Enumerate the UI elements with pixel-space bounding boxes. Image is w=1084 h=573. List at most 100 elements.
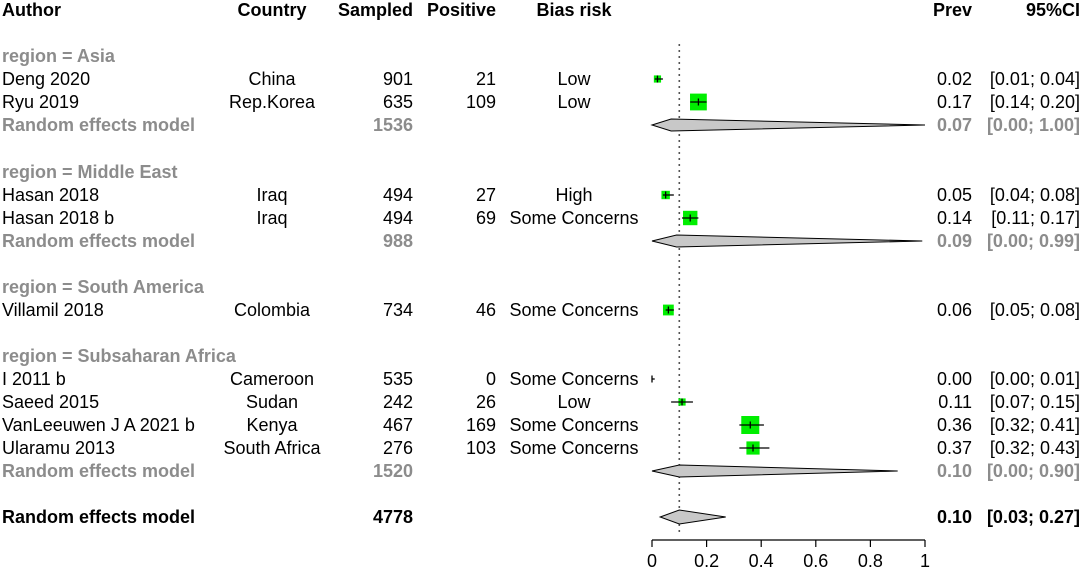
study-country: Iraq: [256, 185, 288, 205]
study-prev: 0.00: [936, 369, 972, 389]
study-positive: 103: [465, 438, 496, 458]
x-tick-label: 0: [647, 551, 657, 571]
study-author: Deng 2020: [2, 69, 91, 89]
study-country: Sudan: [245, 392, 299, 412]
study-bias: Some Concerns: [509, 369, 639, 389]
study-sampled: 734: [382, 300, 413, 320]
group-label-south-america: region = South America: [2, 277, 204, 297]
study-country: Cameroon: [229, 369, 315, 389]
x-tick-label: 0.8: [858, 551, 883, 571]
random-sampled: 1536: [372, 115, 413, 135]
study-bias: Some Concerns: [509, 415, 639, 435]
header-positive: Positive: [426, 0, 496, 20]
study-positive: 169: [465, 415, 496, 435]
random-label: Random effects model: [2, 115, 196, 135]
study-ci: [0.05; 0.08]: [989, 300, 1080, 320]
study-author: Hasan 2018: [2, 185, 100, 205]
study-positive: 69: [475, 208, 496, 228]
study-bias: Some Concerns: [509, 300, 639, 320]
study-bias: High: [555, 185, 593, 205]
study-author: Hasan 2018 b: [2, 208, 115, 228]
study-sampled: 635: [382, 92, 413, 112]
random-ci: [0.00; 1.00]: [986, 115, 1080, 135]
study-bias: Some Concerns: [509, 208, 639, 228]
study-author: Ryu 2019: [2, 92, 80, 112]
study-sampled: 901: [382, 69, 413, 89]
subgroup-diamond: [651, 464, 898, 478]
random-sampled: 988: [382, 231, 413, 251]
study-author: I 2011 b: [2, 369, 66, 389]
study-positive: 21: [475, 69, 496, 89]
study-author: VanLeeuwen J A 2021 b: [2, 415, 195, 435]
study-prev: 0.05: [936, 185, 972, 205]
random-label: Random effects model: [2, 461, 196, 481]
study-prev: 0.06: [936, 300, 972, 320]
random-label: Random effects model: [2, 231, 196, 251]
study-ci: [0.32; 0.43]: [989, 438, 1080, 458]
study-bias: Some Concerns: [509, 438, 639, 458]
x-tick-label: 1: [920, 551, 930, 571]
study-positive: 0: [485, 369, 496, 389]
study-ci: [0.00; 0.01]: [989, 369, 1080, 389]
study-ci: [0.07; 0.15]: [989, 392, 1080, 412]
study-prev: 0.37: [936, 438, 972, 458]
study-positive: 27: [475, 185, 496, 205]
header-sampled: Sampled: [337, 0, 413, 20]
random-ci: [0.00; 0.90]: [986, 461, 1080, 481]
group-label-asia: region = Asia: [2, 46, 115, 66]
study-positive: 26: [475, 392, 496, 412]
subgroup-diamond: [651, 234, 923, 248]
study-sampled: 494: [382, 185, 413, 205]
study-ci: [0.11; 0.17]: [991, 208, 1080, 228]
study-prev: 0.11: [938, 392, 972, 412]
study-author: Ularamu 2013: [2, 438, 116, 458]
study-bias: Low: [557, 392, 591, 412]
study-ci: [0.04; 0.08]: [989, 185, 1080, 205]
study-ci: [0.01; 0.04]: [989, 69, 1080, 89]
random-prev: 0.10: [936, 461, 972, 481]
study-author: Saeed 2015: [2, 392, 100, 412]
study-sampled: 535: [382, 369, 413, 389]
header-bias: Bias risk: [536, 0, 612, 20]
random-ci: [0.00; 0.99]: [986, 231, 1080, 251]
study-country: Rep.Korea: [228, 92, 316, 112]
study-country: South Africa: [223, 438, 321, 458]
study-country: China: [248, 69, 296, 89]
x-tick-label: 0.4: [749, 551, 774, 571]
random-prev: 0.07: [936, 115, 972, 135]
overall-prev: 0.10: [936, 507, 972, 527]
study-country: Colombia: [233, 300, 311, 320]
study-prev: 0.36: [936, 415, 972, 435]
overall-label: Random effects model: [2, 507, 196, 527]
study-bias: Low: [557, 92, 591, 112]
study-prev: 0.14: [936, 208, 972, 228]
x-tick-label: 0.6: [803, 551, 828, 571]
study-sampled: 467: [382, 415, 413, 435]
study-ci: [0.32; 0.41]: [989, 415, 1080, 435]
overall-sampled: 4778: [372, 507, 413, 527]
random-sampled: 1520: [372, 461, 413, 481]
study-ci: [0.14; 0.20]: [989, 92, 1080, 112]
header-prev: Prev: [932, 0, 972, 20]
study-bias: Low: [557, 69, 591, 89]
study-sampled: 494: [382, 208, 413, 228]
overall-ci: [0.03; 0.27]: [986, 507, 1080, 527]
study-prev: 0.02: [936, 69, 972, 89]
header-ci: 95%CI: [1025, 0, 1080, 20]
study-country: Iraq: [256, 208, 288, 228]
study-sampled: 242: [382, 392, 413, 412]
study-country: Kenya: [246, 415, 298, 435]
group-label-middle-east: region = Middle East: [2, 162, 178, 182]
subgroup-diamond: [650, 118, 926, 132]
study-positive: 109: [465, 92, 496, 112]
x-tick-label: 0.2: [694, 551, 719, 571]
study-sampled: 276: [382, 438, 413, 458]
random-prev: 0.09: [936, 231, 972, 251]
study-prev: 0.17: [936, 92, 972, 112]
study-author: Villamil 2018: [2, 300, 104, 320]
header-author: Author: [2, 0, 61, 20]
group-label-subsaharan-africa: region = Subsaharan Africa: [2, 346, 236, 366]
study-positive: 46: [475, 300, 496, 320]
header-country: Country: [237, 0, 307, 20]
